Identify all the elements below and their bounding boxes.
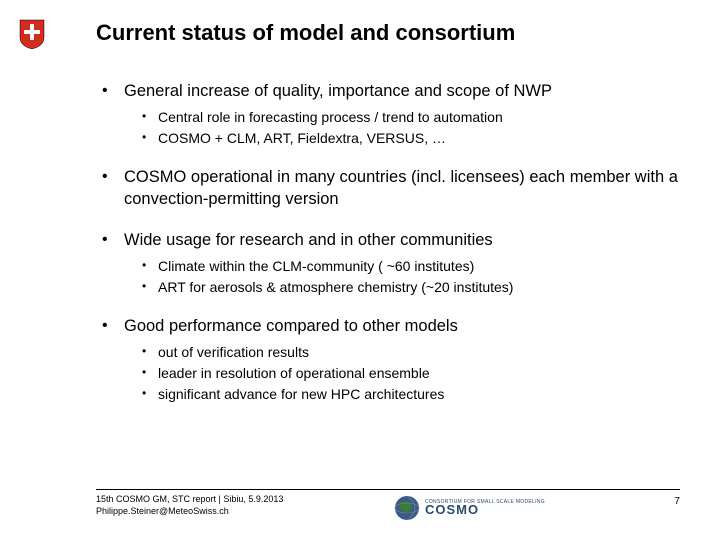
globe-icon — [393, 494, 421, 522]
slide-content: Current status of model and consortium G… — [96, 20, 680, 422]
list-item: Central role in forecasting process / tr… — [138, 108, 680, 127]
cosmo-logo: CONSORTIUM FOR SMALL SCALE MODELING COSM… — [393, 494, 545, 522]
swiss-shield-icon — [18, 18, 46, 50]
list-item: COSMO operational in many countries (inc… — [96, 166, 680, 211]
list-item: COSMO + CLM, ART, Fieldextra, VERSUS, … — [138, 129, 680, 148]
bullet-list: General increase of quality, importance … — [96, 80, 680, 404]
bullet-text: COSMO operational in many countries (inc… — [124, 168, 678, 208]
sub-list: Central role in forecasting process / tr… — [124, 108, 680, 148]
list-item: significant advance for new HPC architec… — [138, 385, 680, 404]
bullet-text: General increase of quality, importance … — [124, 82, 552, 100]
footer-line2: Philippe.Steiner@MeteoSwiss.ch — [96, 506, 283, 518]
bullet-text: Wide usage for research and in other com… — [124, 231, 493, 249]
list-item: out of verification results — [138, 343, 680, 362]
slide-title: Current status of model and consortium — [96, 20, 680, 46]
bullet-text: Good performance compared to other model… — [124, 317, 458, 335]
list-item: General increase of quality, importance … — [96, 80, 680, 148]
footer-text: 15th COSMO GM, STC report | Sibiu, 5.9.2… — [96, 494, 283, 517]
list-item: Wide usage for research and in other com… — [96, 229, 680, 297]
slide-footer: 15th COSMO GM, STC report | Sibiu, 5.9.2… — [96, 489, 680, 522]
cosmo-label: CONSORTIUM FOR SMALL SCALE MODELING COSM… — [425, 500, 545, 516]
page-number: 7 — [674, 496, 680, 507]
list-item: Climate within the CLM-community ( ~60 i… — [138, 257, 680, 276]
sub-list: Climate within the CLM-community ( ~60 i… — [124, 257, 680, 297]
sub-list: out of verification results leader in re… — [124, 343, 680, 404]
list-item: ART for aerosols & atmosphere chemistry … — [138, 278, 680, 297]
footer-line1: 15th COSMO GM, STC report | Sibiu, 5.9.2… — [96, 494, 283, 506]
logo-title: COSMO — [425, 504, 545, 516]
list-item: Good performance compared to other model… — [96, 315, 680, 404]
list-item: leader in resolution of operational ense… — [138, 364, 680, 383]
footer-divider — [96, 489, 680, 490]
